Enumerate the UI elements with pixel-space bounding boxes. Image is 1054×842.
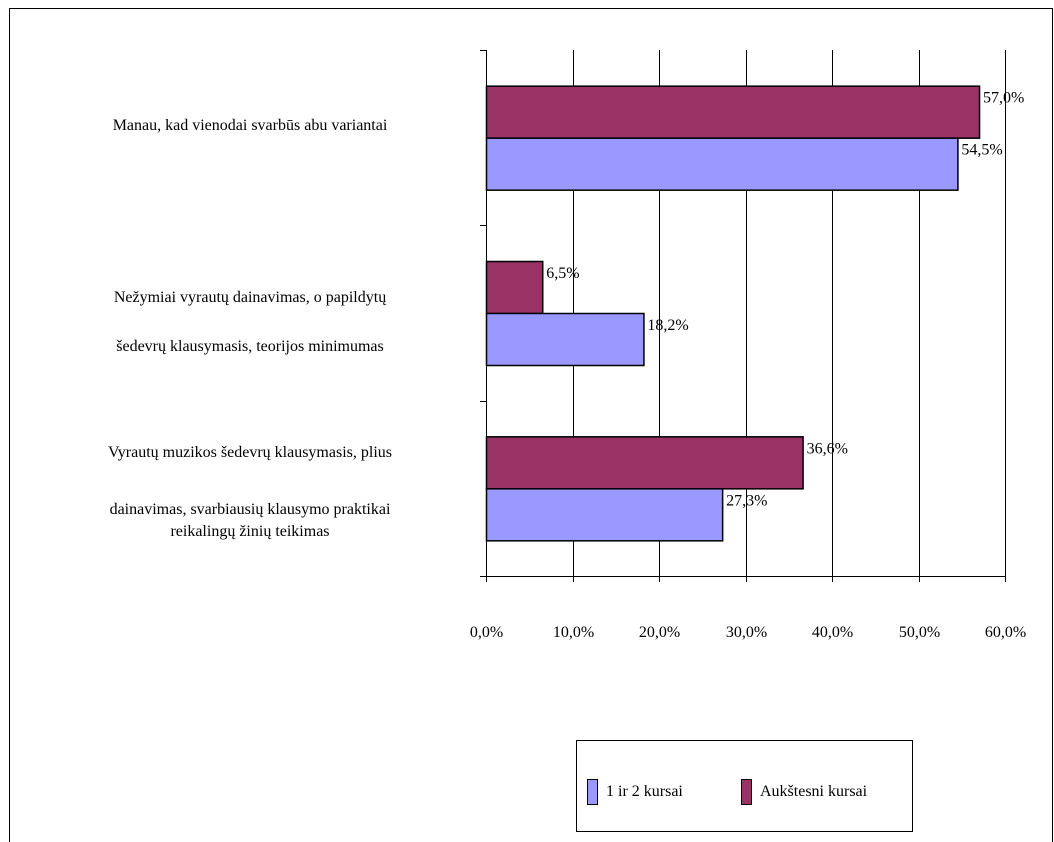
- category-label-cat-listening-line-2: dainavimas, svarbiausių klausymo praktik…: [109, 501, 391, 518]
- bar-cat-listening-auk-tesni-kursai: [485, 436, 804, 490]
- bar-cat-both-1-ir-2-kursai: [485, 137, 959, 191]
- data-label-cat-listening-auk-tesni-kursai: 36,6%: [807, 440, 848, 457]
- legend-label-aukstesni-kursai: Aukštesni kursai: [760, 783, 868, 800]
- category-label-cat-singing-line-1: Nežymiai vyrautų dainavimas, o papildytų: [113, 289, 387, 306]
- bar-cat-listening-1-ir-2-kursai: [485, 488, 724, 542]
- legend-label-1-2-kursai: 1 ir 2 kursai: [606, 783, 683, 800]
- legend-swatch-aukstesni-kursai: [741, 779, 752, 805]
- x-tick-label-1: 10,0%: [553, 624, 594, 641]
- x-tick-label-3: 30,0%: [726, 624, 767, 641]
- x-tick-label-6: 60,0%: [985, 624, 1026, 641]
- legend: 1 ir 2 kursai Aukštesni kursai: [576, 740, 913, 832]
- data-label-cat-both-auk-tesni-kursai: 57,0%: [983, 90, 1024, 107]
- data-label-cat-singing-1-ir-2-kursai: 18,2%: [647, 317, 688, 334]
- chart-frame: [9, 8, 1053, 842]
- data-label-cat-singing-auk-tesni-kursai: 6,5%: [546, 265, 579, 282]
- bar-cat-both-auk-tesni-kursai: [485, 85, 981, 139]
- bar-cat-singing-auk-tesni-kursai: [485, 260, 544, 315]
- legend-entry-1-2-kursai: 1 ir 2 kursai: [587, 779, 683, 805]
- category-label-cat-listening-line-1: Vyrautų muzikos šedevrų klausymasis, pli…: [108, 444, 392, 461]
- legend-swatch-1-2-kursai: [587, 779, 598, 805]
- legend-entry-aukstesni-kursai: Aukštesni kursai: [741, 779, 867, 805]
- x-tick-label-2: 20,0%: [639, 624, 680, 641]
- category-label-cat-listening-line-3: reikalingų žinių teikimas: [170, 523, 330, 540]
- x-tick-label-5: 50,0%: [899, 624, 940, 641]
- data-label-cat-listening-1-ir-2-kursai: 27,3%: [726, 492, 767, 509]
- category-label-cat-singing-line-2: šedevrų klausymasis, teorijos minimumas: [116, 338, 384, 355]
- data-label-cat-both-1-ir-2-kursai: 54,5%: [961, 142, 1002, 159]
- bar-cat-singing-1-ir-2-kursai: [485, 312, 645, 367]
- category-label-cat-both-line-1: Manau, kad vienodai svarbūs abu varianta…: [112, 117, 388, 134]
- x-tick-label-4: 40,0%: [812, 624, 853, 641]
- x-tick-label-0: 0,0%: [470, 624, 503, 641]
